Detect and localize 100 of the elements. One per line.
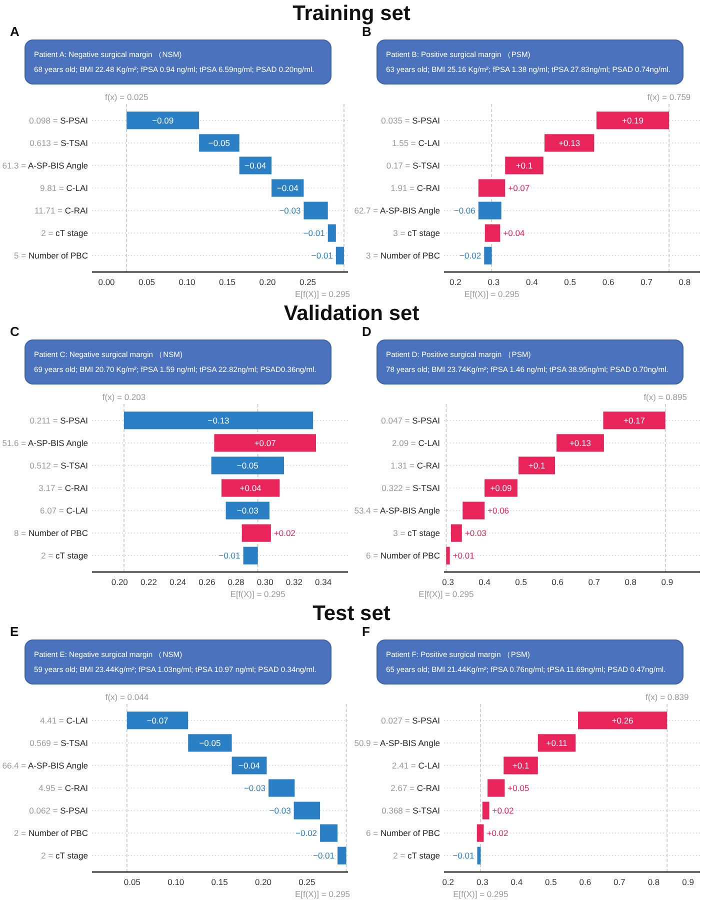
x-tick-label: 0.9 [682,877,694,888]
data-label: −0.03 [244,782,266,793]
data-label: +0.06 [488,506,510,516]
y-tick-label: 1.31 = C-RAI [390,460,440,470]
x-tick-label: 0.10 [178,277,196,288]
chart-title: Training set [292,2,410,25]
x-tick-label: 0.3 [476,877,489,888]
ref-line-label: E[f(X)] = 0.295 [464,289,520,299]
ref-line-label: f(x) = 0.025 [105,92,148,102]
bar [450,524,462,542]
text: D [362,324,372,339]
y-tick-label: 8 = Number of PBC [14,528,88,538]
x-tick-label: 0.7 [640,277,653,288]
y-tick-label: 2.41 = C-LAI [392,760,440,770]
bar [578,712,668,730]
y-tick-label: 0.569 = S-TSAI [30,738,88,748]
y-tick-label: 2 = Number of PBC [14,828,88,838]
data-label: −0.13 [208,415,230,426]
bar [538,734,576,752]
bar [505,156,544,174]
x-tick-label: 0.8 [678,277,691,288]
text: E [10,624,19,639]
x-tick-label: 0.20 [254,877,272,888]
bar [478,179,506,197]
bar [462,502,485,520]
y-tick-label: 4.95 = C-RAI [38,782,88,793]
bar [214,434,316,452]
text: F [362,624,370,639]
x-tick-label: 0.22 [140,577,158,588]
data-label: +0.1 [528,460,546,470]
ref-line-label: E[f(X)] = 0.295 [294,889,350,899]
y-tick-label: 6 = Number of PBC [366,550,440,561]
y-tick-label: 62.7 = A-SP-BIS Angle [354,206,440,216]
x-tick-label: 0.26 [198,577,216,588]
data-label: −0.03 [269,806,292,816]
x-tick-label: 0.32 [286,577,303,588]
data-label: +0.07 [508,182,530,193]
y-tick-label: 0.098 = S-PSAI [29,115,88,126]
bar [477,846,481,864]
data-label: −0.03 [236,506,259,516]
y-tick-label: 0.035 = S-PSAI [381,115,440,126]
data-label: +0.04 [503,228,525,238]
bar [603,412,666,430]
y-tick-label: 0.047 = S-PSAI [381,415,440,426]
x-tick-label: 0.4 [510,877,523,888]
y-tick-label: 0.368 = S-TSAI [382,806,440,816]
y-tick-label: 3.17 = C-RAI [38,482,88,493]
bar [124,412,314,430]
y-tick-label: 9.81 = C-LAI [40,182,88,193]
bar [221,479,280,497]
data-label: −0.09 [152,115,174,126]
bar [484,246,492,264]
ref-line-label: f(x) = 0.759 [647,92,691,102]
bar [126,112,200,130]
ref-line-label: E[f(X)] = 0.295 [418,589,474,599]
bar [268,779,295,797]
x-tick-label: 0.5 [564,277,576,288]
data-label: +0.19 [622,115,644,126]
y-tick-label: 0.062 = S-PSAI [29,806,88,816]
data-label: −0.05 [208,138,230,148]
y-tick-label: 1.55 = C-LAI [392,138,440,148]
y-tick-label: 3 = cT stage [393,528,440,538]
x-tick-label: 0.4 [478,577,491,588]
x-tick-label: 0.6 [602,277,614,288]
bar [484,224,500,242]
x-tick-label: 0.15 [211,877,228,888]
bar [446,546,450,564]
y-tick-label: 0.027 = S-PSAI [381,715,440,726]
bar [478,202,502,220]
data-label: −0.04 [276,182,299,193]
bar [304,202,328,220]
x-tick-label: 0.6 [552,577,564,588]
y-tick-label: 2 = cT stage [41,850,88,861]
data-label: −0.02 [460,250,482,261]
y-tick-label: 66.4 = A-SP-BIS Angle [2,760,88,770]
x-tick-label: 0.00 [98,277,116,288]
y-tick-label: 5 = Number of PBC [14,250,88,261]
x-tick-label: 0.4 [526,277,538,288]
x-tick-label: 0.8 [624,577,637,588]
bar [126,712,188,730]
bar [328,224,336,242]
bar [338,846,346,864]
ref-line-label: f(x) = 0.895 [644,392,688,402]
y-tick-label: 0.211 = S-PSAI [30,415,88,426]
bar [239,156,272,174]
data-label: −0.01 [303,228,326,238]
bar [243,546,258,564]
data-label: −0.01 [313,850,335,861]
y-tick-label: 51.6 = A-SP-BIS Angle [2,438,88,448]
x-tick-label: 0.5 [545,877,558,888]
x-tick-label: 0.6 [579,877,592,888]
bar [242,524,271,542]
y-tick-label: 1.91 = C-RAI [390,182,440,193]
y-tick-label: 11.71 = C-RAI [34,206,88,216]
ref-line-label: f(x) = 0.839 [645,692,689,702]
bar [544,134,594,152]
data-label: −0.01 [452,850,475,861]
x-tick-label: 0.8 [648,877,660,888]
bar [294,802,320,820]
x-tick-label: 0.7 [588,577,600,588]
